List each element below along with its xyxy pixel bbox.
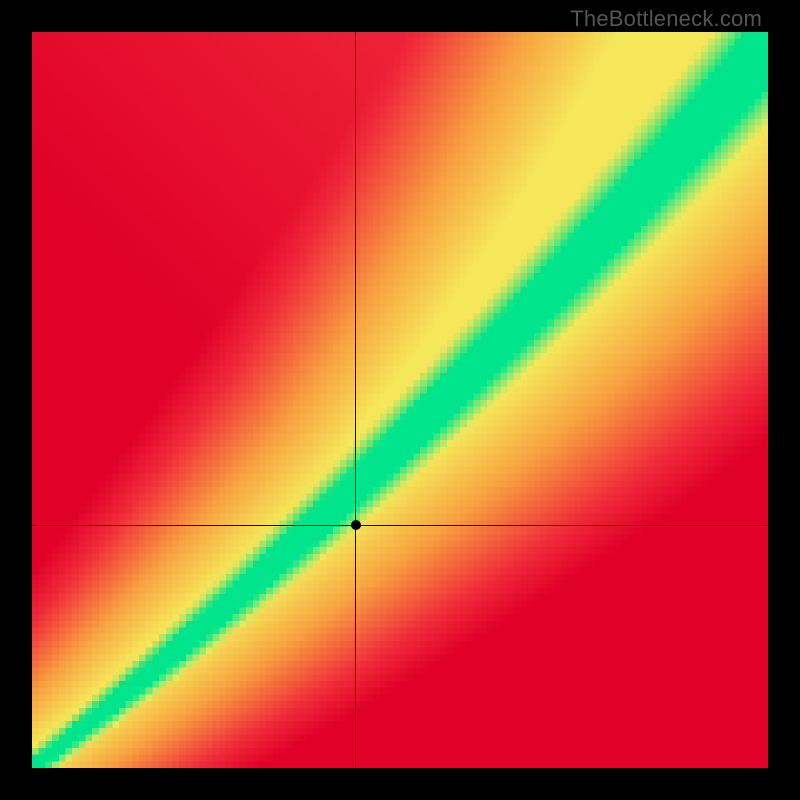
watermark-text: TheBottleneck.com (570, 6, 762, 32)
frame-bottom (0, 768, 800, 800)
heatmap-canvas (32, 32, 768, 768)
chart-container: TheBottleneck.com (0, 0, 800, 800)
data-point-marker (351, 520, 361, 530)
plot-area (32, 32, 768, 768)
frame-left (0, 0, 32, 800)
crosshair-horizontal (32, 525, 768, 526)
frame-right (768, 0, 800, 800)
crosshair-vertical (355, 32, 356, 768)
